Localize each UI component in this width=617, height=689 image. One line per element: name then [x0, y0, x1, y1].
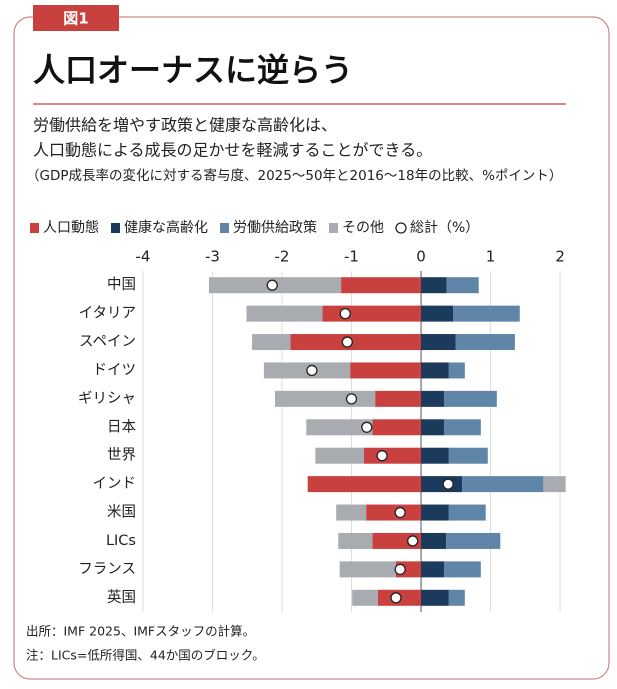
bar-segment — [275, 390, 376, 407]
figure-tab — [33, 5, 119, 31]
total-marker — [339, 307, 351, 320]
bar-segment — [290, 334, 422, 351]
bar-segment — [421, 589, 449, 606]
bar-segment — [252, 334, 291, 351]
bar-segment — [421, 476, 463, 493]
legend-swatch — [30, 223, 39, 233]
bar-segment — [421, 362, 449, 379]
legend-marker — [395, 222, 407, 234]
bar-segment — [322, 305, 422, 322]
y-tick-label: イタリア — [79, 305, 136, 322]
bar-segment — [453, 305, 520, 322]
bar-segment — [339, 561, 396, 578]
bar-segment — [421, 419, 444, 436]
bar-segment — [421, 561, 444, 578]
legend-swatch — [220, 223, 229, 233]
subtitle: 労働供給を増やす政策と健康な高齢化は、 — [33, 116, 337, 135]
bar-segment — [341, 277, 422, 294]
total-marker — [394, 563, 406, 576]
bar-segment — [366, 504, 422, 521]
y-tick-label: 日本 — [107, 418, 136, 435]
bar-segment — [350, 362, 422, 379]
figure-label: 図1 — [63, 10, 88, 28]
y-tick-label: インド — [93, 476, 137, 492]
bar-segment — [421, 277, 447, 294]
bar-segment — [421, 334, 456, 351]
y-tick-label: 英国 — [107, 588, 136, 606]
total-marker — [390, 592, 402, 604]
total-marker — [266, 279, 278, 291]
y-tick-label: LICs — [106, 533, 136, 549]
note: （GDP成長率の変化に対する寄与度、2025～50年と2016～18年の比較、%… — [26, 167, 562, 184]
bar-segment — [443, 419, 481, 436]
bar-segment — [364, 447, 422, 464]
legend-swatch — [111, 223, 120, 233]
x-tick-label: 1 — [486, 248, 496, 266]
total-marker — [376, 450, 388, 462]
bar-segment — [352, 589, 378, 606]
x-tick-label: 2 — [555, 248, 565, 266]
bar-segment — [315, 447, 365, 464]
bar-segment — [543, 476, 566, 493]
total-marker — [394, 506, 406, 519]
y-tick-label: スペイン — [79, 334, 136, 350]
legend-label: 総計（%） — [410, 220, 479, 236]
legend-label: 人口動態 — [43, 220, 99, 236]
x-tick-label: -1 — [344, 248, 359, 266]
bar-segment — [246, 305, 323, 322]
legend-label: 労働供給政策 — [233, 219, 317, 236]
chart-title: 人口オーナスに逆らう — [33, 51, 353, 89]
bar-segment — [421, 390, 444, 407]
bar-segment — [421, 305, 454, 322]
bar-segment — [421, 447, 449, 464]
bar-segment — [421, 532, 447, 549]
x-tick-label: -3 — [205, 248, 220, 266]
bar-segment — [306, 419, 373, 436]
legend-label: 健康な高齢化 — [124, 219, 208, 236]
total-marker — [306, 364, 318, 377]
bar-segment — [446, 277, 479, 294]
bar-segment — [421, 504, 449, 521]
source: 出所：IMF 2025、IMFスタッフの計算。 — [26, 624, 255, 639]
legend-label: その他 — [342, 220, 384, 236]
y-tick-label: 中国 — [107, 276, 136, 293]
footnote: 注：LICs=低所得国、44か国のブロック。 — [26, 648, 265, 663]
legend-swatch — [329, 223, 338, 233]
bar-segment — [443, 390, 497, 407]
bar-segment — [375, 390, 422, 407]
y-tick-label: 世界 — [107, 447, 136, 464]
y-tick-label: 米国 — [107, 504, 136, 521]
bar-segment — [372, 419, 422, 436]
total-marker — [442, 478, 454, 490]
bar-segment — [448, 362, 465, 379]
x-tick-label: -4 — [135, 248, 150, 266]
bar-segment — [336, 504, 367, 521]
x-tick-label: 0 — [416, 248, 426, 266]
y-tick-label: フランス — [78, 561, 136, 577]
total-marker — [361, 421, 373, 433]
bar-segment — [455, 334, 515, 351]
bar-segment — [446, 532, 501, 549]
y-tick-label: ギリシャ — [78, 390, 136, 407]
bar-segment — [448, 504, 486, 521]
bar-segment — [462, 476, 544, 493]
bar-segment — [307, 476, 422, 493]
total-marker — [341, 336, 353, 348]
y-tick-label: ドイツ — [93, 362, 137, 378]
subtitle: 人口動態による成長の足かせを軽減することができる。 — [33, 141, 432, 160]
total-marker — [345, 393, 358, 405]
frame — [13, 16, 610, 680]
bar-segment — [448, 447, 488, 464]
bar-segment — [448, 589, 465, 606]
bar-segment — [338, 532, 373, 549]
x-tick-label: -2 — [274, 248, 289, 266]
total-marker — [407, 535, 419, 547]
bar-segment — [443, 561, 481, 578]
